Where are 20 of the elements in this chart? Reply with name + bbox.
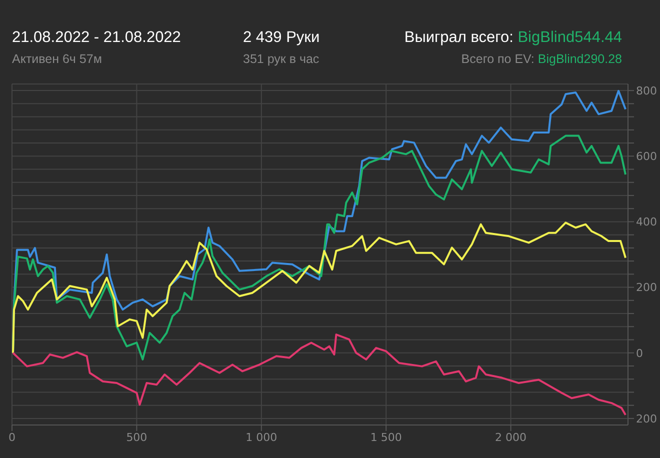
x-tick-label: 2 000: [495, 430, 527, 444]
y-tick-label: 200: [636, 412, 657, 426]
x-tick-label: 500: [126, 430, 148, 444]
x-tick-label: 1 000: [246, 430, 278, 444]
text: Выиграл всего: BigBlind544.44: [404, 29, 622, 46]
y-tick-label: 600: [636, 150, 657, 164]
y-tick-label: 0: [636, 346, 643, 360]
line-series: [12, 334, 627, 416]
chart-title: 21.08.2022 - 21.08.2022: [12, 29, 181, 47]
text: Всего по EV: BigBlind290.28: [461, 52, 622, 66]
x-tick-label: 0: [8, 430, 16, 444]
text: 351 рук в час: [243, 52, 320, 66]
text: 2 439 Руки: [243, 29, 320, 46]
line-series: [12, 134, 627, 360]
y-tick-label: 200: [636, 281, 657, 294]
line-series: [12, 222, 627, 354]
chart-subtitle: Активен 6ч 57м: [12, 52, 102, 66]
y-tick-label: 800: [636, 84, 657, 98]
x-tick-label: 1 500: [370, 430, 402, 444]
y-tick-label: 400: [636, 216, 657, 229]
